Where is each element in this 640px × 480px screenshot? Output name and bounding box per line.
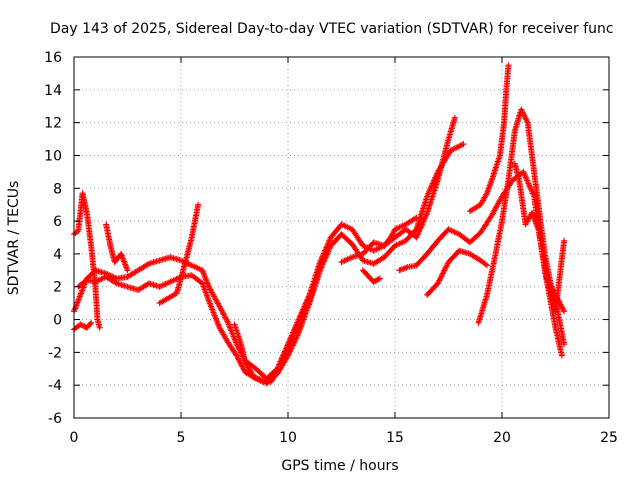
y-tick-label: 2 [53,280,62,296]
plus-markers [359,267,383,285]
plus-markers [338,214,420,266]
plus-markers [156,201,202,307]
series-track-b [75,141,467,387]
series-track-h [511,160,568,315]
plus-markers [231,287,317,385]
y-tick-label: 4 [53,247,62,263]
y-axis-label: SDTVAR / TECUs [6,181,22,296]
x-tick-label: 20 [493,430,511,446]
y-tick-label: -4 [48,378,62,394]
plus-markers [466,62,512,215]
data-series [71,62,568,387]
plus-markers [546,237,568,315]
y-tick-label: -2 [48,345,62,361]
plus-markers [71,114,458,382]
x-tick-label: 25 [600,430,618,446]
y-tick-label: 12 [44,116,62,132]
y-tick-label: 10 [44,148,62,164]
series-track-n [359,267,383,285]
series-track-e [424,247,490,298]
y-tick-label: -6 [48,411,62,427]
series-track-l [156,201,202,307]
x-tick-label: 15 [386,430,404,446]
series-line [73,116,456,380]
series-track-k [103,221,131,274]
axis-ticks: 0 5 10 15 20 25 -6 -4 -2 0 2 4 6 8 10 12 14 16 [44,50,618,446]
y-tick-label: 6 [53,214,62,230]
series-track-m [338,214,420,266]
series-track-a [71,114,458,382]
series-track-o [546,237,568,315]
y-tick-label: 16 [44,50,62,66]
plot-frame [73,56,610,419]
plus-markers [103,221,131,274]
plus-markers [511,160,568,315]
grid [74,57,609,418]
chart-title: Day 143 of 2025, Sidereal Day-to-day VTE… [50,21,614,37]
y-tick-label: 0 [53,313,62,329]
series-track-c [231,287,317,385]
plus-markers [424,247,490,298]
x-tick-label: 5 [177,430,186,446]
x-tick-label: 0 [70,430,79,446]
y-tick-label: 8 [53,181,62,197]
plus-markers [75,141,467,387]
y-tick-label: 14 [44,83,62,99]
x-axis-label: GPS time / hours [281,458,398,474]
series-line [77,143,465,385]
series-track-f [466,62,512,215]
x-tick-label: 10 [279,430,297,446]
